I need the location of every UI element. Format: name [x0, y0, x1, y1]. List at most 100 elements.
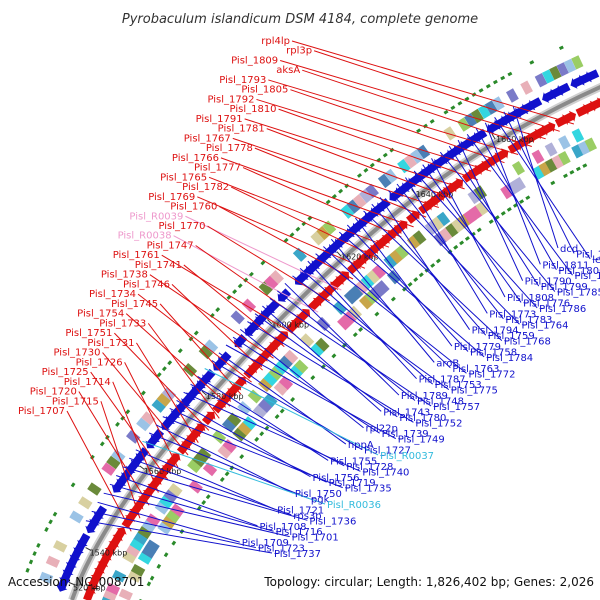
cog-feature-block: [141, 411, 156, 426]
reverse-gene-label: Pisl_1768: [504, 337, 551, 348]
gc-mark: [28, 559, 34, 565]
gc-mark: [476, 227, 482, 233]
gc-mark: [413, 277, 419, 283]
cog-feature-block: [551, 154, 565, 169]
cog-feature-block: [358, 188, 373, 204]
reverse-gene-label: Pisl_1783: [505, 315, 552, 326]
gc-mark: [260, 260, 266, 266]
gc-mark: [507, 71, 513, 77]
kbp-tick: [201, 390, 207, 396]
gc-mark: [389, 147, 395, 153]
cog-feature-block: [505, 88, 519, 103]
reverse-leader-line: [149, 432, 310, 499]
reverse-leader-line: [413, 170, 538, 309]
cog-feature-block: [69, 510, 84, 524]
forward-gene-label: Pisl_1730: [53, 348, 100, 359]
reverse-leader-line: [142, 440, 326, 505]
reverse-gene-label: leuD: [592, 255, 600, 266]
cog-feature-block: [100, 595, 115, 600]
cog-feature-block: [416, 144, 431, 160]
reverse-leader-line: [169, 407, 327, 483]
cog-feature-block: [464, 112, 478, 128]
forward-gene-label: Pisl_1754: [77, 309, 124, 320]
kbp-tick: [336, 251, 342, 257]
reverse-leader-line: [379, 197, 471, 330]
reverse-gene-label: Pisl_1755: [330, 456, 377, 467]
forward-gene-label: Pisl_R0039: [129, 211, 183, 222]
forward-gene-label: Pisl_1760: [170, 202, 217, 213]
cog-feature-block: [187, 459, 202, 474]
cog-feature-block: [549, 65, 562, 81]
forward-gene-label: Pisl_1767: [184, 133, 231, 144]
gc-mark: [344, 183, 350, 189]
gc-mark: [500, 75, 506, 81]
cog-feature-block: [145, 539, 160, 553]
forward-gene-label: Pisl_1734: [89, 289, 136, 300]
reverse-gene-label: Pisl_1735: [345, 484, 392, 495]
forward-leader-line: [66, 410, 132, 532]
reverse-gene-label: Pisl_1780: [399, 413, 446, 424]
gc-mark: [358, 327, 364, 332]
forward-leader-line: [183, 264, 285, 347]
cog-feature-block: [584, 137, 598, 152]
kbp-label: 1660 kbp: [496, 135, 534, 144]
gc-mark: [338, 188, 344, 194]
cog-feature-block: [137, 525, 153, 540]
gc-mark: [430, 263, 436, 268]
cog-feature-block: [403, 154, 418, 169]
cog-feature-block: [263, 372, 278, 387]
gc-mark: [239, 454, 245, 460]
forward-gene-arrow: [589, 97, 600, 111]
reverse-leader-line: [247, 321, 414, 423]
gc-mark: [289, 232, 295, 238]
reverse-leader-line: [225, 344, 396, 440]
cog-feature-block: [358, 295, 374, 310]
reverse-gene-label: Pisl_1764: [522, 320, 569, 331]
gc-mark: [402, 286, 407, 292]
cog-feature-block: [571, 55, 584, 70]
cog-feature-block: [258, 281, 273, 296]
reverse-gene-label: Pisl_1740: [362, 467, 409, 478]
forward-leader-line: [302, 69, 532, 147]
forward-gene-arrow: [275, 331, 289, 345]
cog-feature-block: [412, 230, 427, 245]
forward-gene-label: Pisl_1792: [207, 94, 254, 105]
reverse-gene-arrow: [277, 288, 292, 302]
reverse-leader-line: [85, 520, 273, 554]
gc-mark: [259, 431, 265, 437]
cog-feature-block: [541, 69, 555, 84]
cog-feature-block: [355, 279, 370, 295]
cog-feature-block: [322, 220, 337, 235]
kbp-label: 1580 kbp: [206, 392, 244, 401]
cog-feature-block: [300, 333, 315, 348]
gc-mark: [48, 519, 53, 525]
reverse-gene-label: Pisl_1819: [576, 249, 600, 260]
cog-feature-block: [439, 227, 453, 242]
cog-feature-block: [310, 231, 325, 246]
gc-mark: [70, 482, 76, 488]
reverse-gene-label: Pisl_1721: [277, 505, 324, 516]
gc-mark: [274, 414, 280, 420]
cog-feature-block: [395, 244, 410, 260]
cog-feature-block: [457, 117, 471, 132]
reverse-gene-label: Pisl_1787: [419, 375, 466, 386]
gc-mark: [488, 219, 494, 224]
reverse-leader-line: [405, 177, 488, 314]
cog-feature-block: [469, 205, 483, 220]
forward-leader-line: [232, 137, 439, 208]
cog-feature-block: [375, 280, 390, 295]
cog-feature-block: [106, 455, 121, 470]
cog-feature-block: [242, 416, 257, 431]
cog-feature-block: [45, 555, 61, 568]
reverse-leader-line: [466, 134, 573, 276]
cog-feature-block: [168, 483, 183, 497]
gc-mark: [219, 477, 225, 482]
feature-ring: [39, 55, 600, 600]
reverse-leader-line: [122, 466, 308, 521]
reverse-leader-line: [91, 510, 257, 549]
forward-gene-label: Pisl_R0038: [118, 231, 172, 242]
cog-feature-block: [222, 439, 237, 454]
cog-feature-block: [389, 249, 404, 264]
reverse-leader-line: [97, 501, 240, 543]
